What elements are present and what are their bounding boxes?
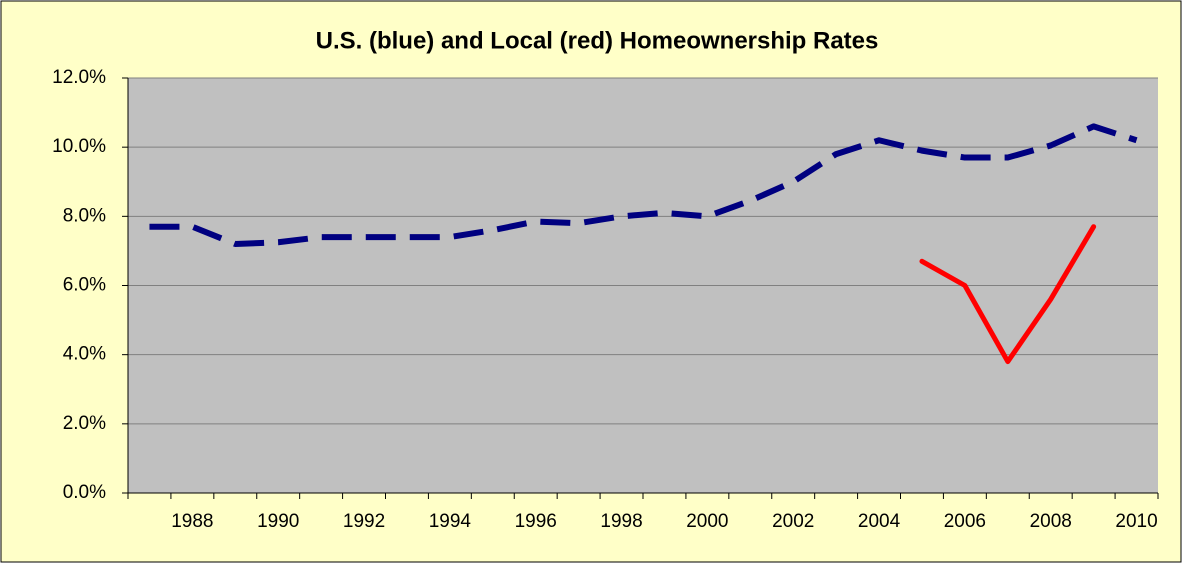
x-tick-label: 2010 <box>1115 511 1157 532</box>
series-line <box>149 123 1138 247</box>
y-tick-label: 8.0% <box>63 205 106 226</box>
x-tick-label: 1998 <box>600 511 642 532</box>
x-tick-label: 1990 <box>257 511 299 532</box>
x-tick-label: 2000 <box>686 511 728 532</box>
y-tick-label: 2.0% <box>63 413 106 434</box>
x-tick-label: 2002 <box>772 511 814 532</box>
y-tick-label: 10.0% <box>52 136 106 157</box>
y-tick-label: 0.0% <box>63 482 106 503</box>
series-line <box>919 224 1097 365</box>
x-tick-label: 2006 <box>944 511 986 532</box>
x-tick-label: 1994 <box>429 511 472 532</box>
x-tick-label: 2004 <box>858 511 901 532</box>
x-tick-label: 1988 <box>171 511 213 532</box>
x-tick-label: 1992 <box>343 511 385 532</box>
x-tick-label: 1996 <box>515 511 557 532</box>
y-tick-label: 12.0% <box>52 67 106 88</box>
chart-title: U.S. (blue) and Local (red) Homeownershi… <box>316 27 879 54</box>
x-tick-label: 2008 <box>1030 511 1072 532</box>
y-tick-label: 4.0% <box>63 344 106 365</box>
y-tick-label: 6.0% <box>63 275 106 296</box>
